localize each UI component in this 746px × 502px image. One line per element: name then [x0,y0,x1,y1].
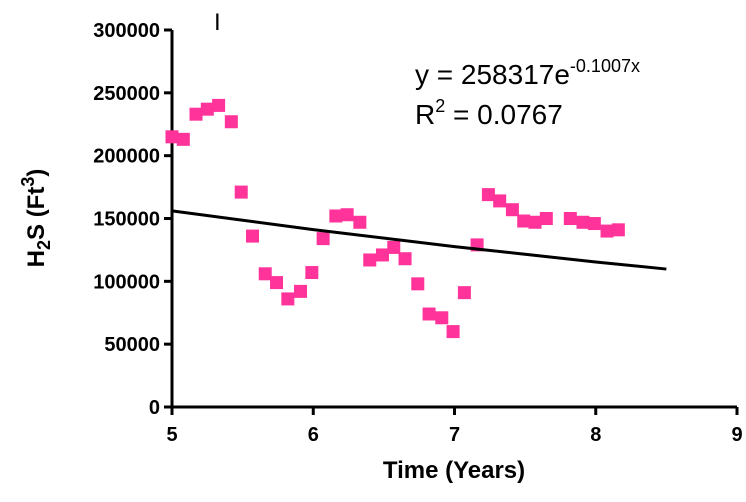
data-point [176,132,190,146]
data-point [234,185,248,199]
x-tick-label: 6 [308,424,319,446]
trendline [171,209,667,271]
y-title-sup: 3 [18,177,38,187]
data-point [294,284,308,298]
stray-mark: I [214,9,221,36]
data-point [457,286,471,300]
data-point [539,212,553,225]
y-tick-label: 100000 [93,271,160,293]
r2-sup: 2 [435,96,445,116]
data-point [329,209,343,223]
y-axis-title: H2S (Ft3) [18,169,54,268]
y-tick-label: 0 [149,397,160,419]
y-tick-label: 150000 [93,209,160,231]
data-point [258,267,272,281]
y-title-sub: 2 [34,240,54,250]
data-point [375,248,389,262]
y-title-part: ) [23,169,50,177]
data-point [587,217,601,231]
data-point [398,252,412,266]
data-point [316,232,330,246]
data-point [563,212,577,225]
data-point [528,215,542,229]
data-point [200,102,214,116]
data-point [600,224,614,238]
x-tick-label: 9 [731,424,742,446]
y-tick-label: 50000 [104,334,160,356]
x-tick-label: 5 [166,424,177,446]
data-point [387,240,401,254]
data-point [281,292,295,306]
data-point [340,208,354,222]
data-point [189,107,203,121]
data-point [411,277,425,291]
data-point [270,276,284,290]
r2-part: R [415,99,435,130]
data-point [363,253,377,267]
data-point [212,98,226,112]
y-title-part: H [23,250,50,267]
r2-part: = 0.0767 [445,99,563,130]
r-squared: R2 = 0.0767 [415,96,563,130]
y-tick-label: 200000 [93,146,160,168]
equation-part: y = 258317e [415,59,570,90]
x-tick-label: 7 [449,424,460,446]
data-point [481,188,495,202]
data-point [576,215,590,229]
y-tick-label: 250000 [93,83,160,105]
data-point [224,115,238,129]
y-tick-label: 300000 [93,20,160,42]
data-point [517,214,531,228]
x-tick-label: 8 [590,424,601,446]
data-point [165,130,179,144]
data-point [246,229,260,243]
data-point [435,311,449,325]
equation-exponent: -0.1007x [570,56,640,76]
data-point [493,194,507,208]
data-point [611,223,625,237]
data-point [353,215,367,229]
data-point [446,325,460,339]
x-axis-title: Time (Years) [383,457,525,484]
data-point [505,203,519,217]
data-point [422,307,436,321]
y-title-part: S (Ft [23,187,50,240]
equation: y = 258317e-0.1007x [415,56,640,90]
data-point [305,266,319,280]
